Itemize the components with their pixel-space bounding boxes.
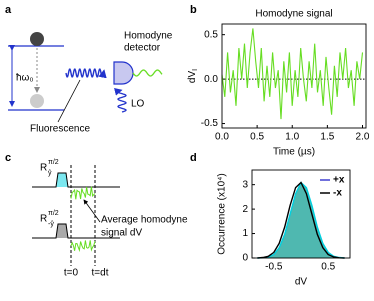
- y-axis-label: Occurrence (x10⁴): [217, 173, 228, 255]
- legend-label: -x: [333, 188, 342, 199]
- diagram-c: R π/2 ŷ R π/2 -ŷ Average homodyne signal…: [32, 159, 188, 279]
- panel-label: b: [190, 4, 197, 16]
- ground-atom: [30, 94, 44, 108]
- x-axis-label: Time (µs): [273, 147, 315, 158]
- x-tick-label: 0.0: [215, 132, 229, 143]
- pulse-label-sub: -ŷ: [48, 221, 54, 228]
- y-tick-label: -0.5: [201, 118, 219, 129]
- fluorescence-wave: [65, 68, 107, 79]
- detector-label: detector: [124, 43, 161, 54]
- area-fill: [257, 182, 345, 258]
- plot-frame: [251, 169, 351, 259]
- pulse-label-sup: π/2: [48, 159, 59, 166]
- diagram-a: ħω₀ Homodyne detector LO Fluorescence: [8, 31, 173, 135]
- panel-label: a: [5, 4, 12, 16]
- y-axis-label: dVI: [187, 69, 199, 83]
- y-tick-label: 1: [242, 228, 248, 239]
- signal-trace: [70, 186, 96, 200]
- pulse-label: R: [40, 163, 47, 174]
- pulse-1: [32, 172, 120, 188]
- signal-trace: [70, 240, 96, 253]
- lo-label: LO: [131, 99, 145, 110]
- x-tick-label: 0.5: [250, 132, 264, 143]
- panel-label: d: [190, 152, 197, 164]
- distribution-line: [257, 181, 345, 259]
- note: Average homodyne: [101, 215, 188, 226]
- pulse-label-sub: ŷ: [48, 170, 52, 177]
- x-axis-label: dV: [295, 277, 308, 288]
- energy-label: ħω₀: [16, 73, 34, 84]
- y-tick-label: 0: [242, 253, 248, 264]
- time-label: t=0: [64, 268, 79, 279]
- note: signal dV: [101, 228, 142, 239]
- signal-line: [221, 28, 364, 120]
- x-tick-label: 2.0: [356, 132, 370, 143]
- detector-label: Homodyne: [124, 31, 173, 42]
- y-tick-label: 0.0: [204, 74, 218, 85]
- pointer: [57, 79, 81, 123]
- chart: dV Occurrence (x10⁴) -0.5 0.5 0 1 2 3 +x -x: [217, 169, 351, 288]
- lo-wave: [114, 87, 127, 113]
- fluorescence-label: Fluorescence: [30, 124, 90, 135]
- pulse-2: [32, 223, 120, 239]
- y-axis-label-base: dV: [187, 71, 198, 84]
- time-label: t=dt: [92, 268, 109, 279]
- x-tick-label: 0.5: [321, 262, 335, 273]
- legend-label: +x: [333, 175, 345, 186]
- detector-output: [132, 69, 163, 77]
- y-axis-label-sub: I: [192, 69, 199, 71]
- x-tick-label: 1.5: [320, 132, 334, 143]
- y-tick-label: 0.5: [204, 29, 218, 40]
- detector: [113, 61, 134, 85]
- panel-label: c: [5, 152, 11, 164]
- note-arrow: [83, 199, 101, 223]
- y-tick-label: 2: [242, 204, 248, 215]
- pulse-label-sup: π/2: [48, 210, 59, 217]
- x-tick-label: -0.5: [265, 262, 283, 273]
- chart: Homodyne signal Time (µs) dVI 0.0 0.5 1.0 1.5 2…: [187, 9, 370, 158]
- chart-title: Homodyne signal: [255, 9, 332, 20]
- y-tick-label: 3: [242, 179, 248, 190]
- pulse-label: R: [40, 214, 47, 225]
- excited-atom: [30, 32, 44, 46]
- plot-frame: [221, 23, 367, 129]
- x-tick-label: 1.0: [285, 132, 299, 143]
